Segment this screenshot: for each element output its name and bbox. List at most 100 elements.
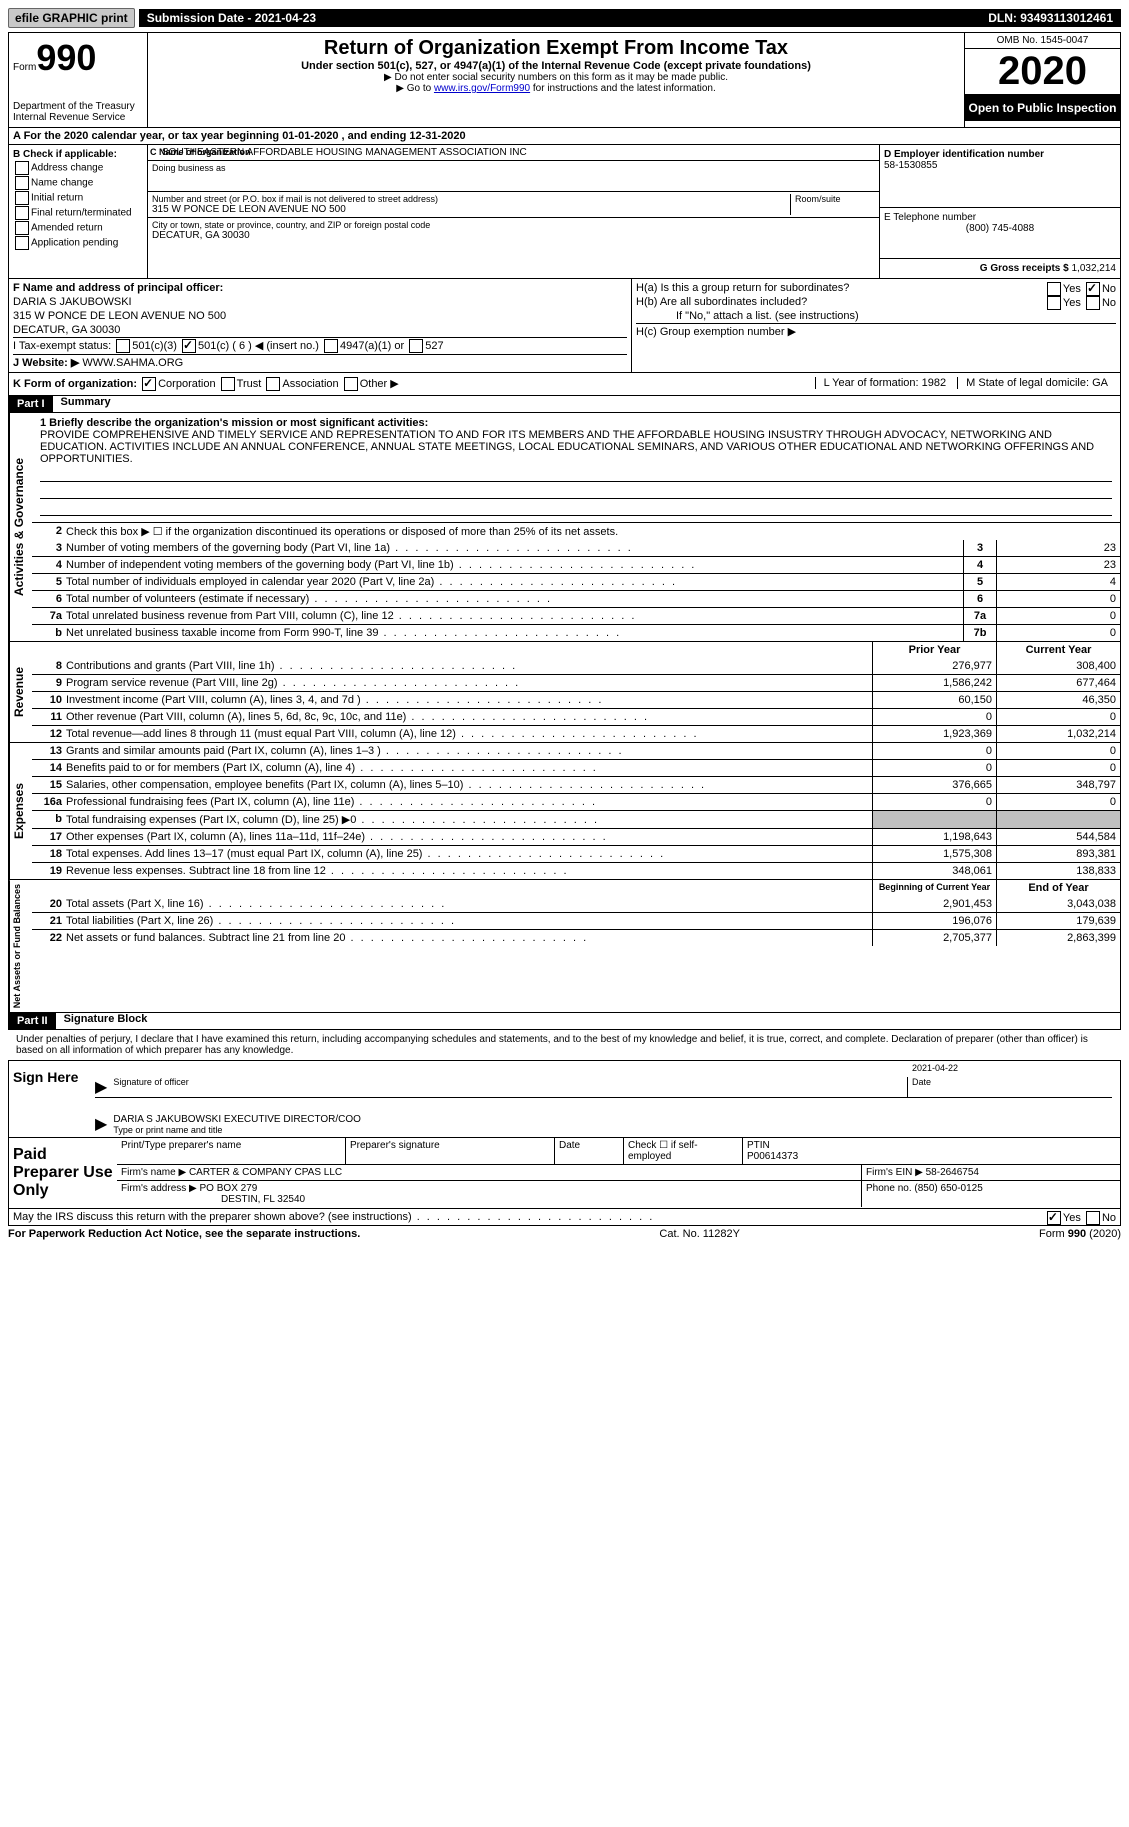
gov-row: 6Total number of volunteers (estimate if… [32, 590, 1120, 607]
year-formation: L Year of formation: 1982 [815, 377, 955, 389]
vert-expenses: Expenses [9, 743, 32, 879]
data-row: 12Total revenue—add lines 8 through 11 (… [32, 725, 1120, 742]
chk-501c3[interactable] [116, 339, 130, 353]
data-row: 18Total expenses. Add lines 13–17 (must … [32, 845, 1120, 862]
sign-here-row: Sign Here ▶ Signature of officer 2021-04… [8, 1060, 1121, 1138]
officer-name: DARIA S JAKUBOWSKI [13, 295, 627, 309]
discuss-row: May the IRS discuss this return with the… [8, 1209, 1121, 1226]
vert-revenue: Revenue [9, 642, 32, 742]
vert-governance: Activities & Governance [9, 413, 32, 641]
data-row: 20Total assets (Part X, line 16)2,901,45… [32, 896, 1120, 912]
chk-name: Name change [13, 176, 143, 190]
col-c-name-addr: C Name of organization SOUTHEASTERN AFFO… [148, 145, 879, 278]
firm-addr1: PO BOX 279 [200, 1183, 258, 1194]
chk-initial: Initial return [13, 191, 143, 205]
officer-printed: DARIA S JAKUBOWSKI EXECUTIVE DIRECTOR/CO… [113, 1114, 1112, 1125]
data-row: 15Salaries, other compensation, employee… [32, 776, 1120, 793]
form-subtitle: Under section 501(c), 527, or 4947(a)(1)… [152, 60, 960, 72]
discuss-no[interactable] [1086, 1211, 1100, 1225]
form-990-footer: Form 990 (2020) [1039, 1228, 1121, 1240]
org-info-block: B Check if applicable: Address change Na… [8, 145, 1121, 279]
h-b: H(b) Are all subordinates included? Yes … [636, 295, 1116, 309]
chk-assoc[interactable] [266, 377, 280, 391]
firm-name: CARTER & COMPANY CPAS LLC [189, 1167, 342, 1178]
officer-addr: 315 W PONCE DE LEON AVENUE NO 500 [13, 309, 627, 323]
gov-row: bNet unrelated business taxable income f… [32, 624, 1120, 641]
tax-year: 2020 [965, 49, 1120, 95]
signature-intro: Under penalties of perjury, I declare th… [8, 1030, 1121, 1060]
row-k: K Form of organization: Corporation Trus… [8, 373, 1121, 396]
form-number: 990 [36, 37, 96, 79]
submission-date: Submission Date - 2021-04-23 [147, 11, 316, 25]
data-row: 22Net assets or fund balances. Subtract … [32, 929, 1120, 946]
city-state-zip: DECATUR, GA 30030 [152, 230, 875, 241]
sig-date: 2021-04-22 [912, 1063, 958, 1073]
firm-phone: (850) 650-0125 [914, 1183, 982, 1194]
footer: For Paperwork Reduction Act Notice, see … [8, 1226, 1121, 1242]
part-2-header: Part II Signature Block [8, 1013, 1121, 1030]
ptin: P00614373 [747, 1151, 1116, 1162]
section-expenses: Expenses 13Grants and similar amounts pa… [8, 743, 1121, 880]
chk-527[interactable] [409, 339, 423, 353]
chk-pending: Application pending [13, 236, 143, 250]
form-header: Form 990 Department of the Treasury Inte… [8, 32, 1121, 128]
gov-row: 7aTotal unrelated business revenue from … [32, 607, 1120, 624]
discuss-yes[interactable] [1047, 1211, 1061, 1225]
form-title: Return of Organization Exempt From Incom… [152, 37, 960, 60]
section-governance: Activities & Governance 1 Briefly descri… [8, 413, 1121, 642]
section-net-assets: Net Assets or Fund Balances Beginning of… [8, 880, 1121, 1013]
col-b-checkboxes: B Check if applicable: Address change Na… [9, 145, 148, 278]
data-row: 10Investment income (Part VIII, column (… [32, 691, 1120, 708]
gross-receipts: 1,032,214 [1072, 263, 1117, 274]
submission-bar: Submission Date - 2021-04-23 DLN: 934931… [139, 9, 1121, 27]
chk-other[interactable] [344, 377, 358, 391]
chk-corp[interactable] [142, 377, 156, 391]
header-right: OMB No. 1545-0047 2020 Open to Public In… [964, 33, 1120, 127]
header-center: Return of Organization Exempt From Incom… [148, 33, 964, 127]
chk-amended: Amended return [13, 221, 143, 235]
website: WWW.SAHMA.ORG [82, 357, 183, 369]
section-revenue: Revenue Prior Year Current Year 8Contrib… [8, 642, 1121, 743]
officer-city: DECATUR, GA 30030 [13, 323, 627, 338]
chk-501c[interactable] [182, 339, 196, 353]
firm-ein: 58-2646754 [926, 1167, 979, 1178]
row-a-tax-year: A For the 2020 calendar year, or tax yea… [8, 128, 1121, 145]
chk-final: Final return/terminated [13, 206, 143, 220]
part-1-header: Part I Summary [8, 396, 1121, 413]
data-row: 13Grants and similar amounts paid (Part … [32, 743, 1120, 759]
efile-print-button[interactable]: efile GRAPHIC print [8, 8, 135, 28]
gov-row: 4Number of independent voting members of… [32, 556, 1120, 573]
data-row: 14Benefits paid to or for members (Part … [32, 759, 1120, 776]
org-name: SOUTHEASTERN AFFORDABLE HOUSING MANAGEME… [162, 147, 875, 158]
note-ssn: ▶ Do not enter social security numbers o… [152, 72, 960, 83]
dln: DLN: 93493113012461 [988, 11, 1113, 25]
data-row: 19Revenue less expenses. Subtract line 1… [32, 862, 1120, 879]
chk-4947[interactable] [324, 339, 338, 353]
data-row: 16aProfessional fundraising fees (Part I… [32, 793, 1120, 810]
data-row: 9Program service revenue (Part VIII, lin… [32, 674, 1120, 691]
h-c: H(c) Group exemption number ▶ [636, 324, 1116, 339]
b-label: B Check if applicable: [13, 149, 143, 160]
state-domicile: M State of legal domicile: GA [957, 377, 1116, 389]
gov-row: 5Total number of individuals employed in… [32, 573, 1120, 590]
gov-row: 3Number of voting members of the governi… [32, 540, 1120, 556]
irs: Internal Revenue Service [13, 112, 143, 123]
data-row: 21Total liabilities (Part X, line 26)196… [32, 912, 1120, 929]
data-row: bTotal fundraising expenses (Part IX, co… [32, 810, 1120, 828]
h-a: H(a) Is this a group return for subordin… [636, 281, 1116, 295]
firm-addr2: DESTIN, FL 32540 [121, 1194, 857, 1205]
phone: (800) 745-4088 [884, 223, 1116, 234]
data-row: 17Other expenses (Part IX, column (A), l… [32, 828, 1120, 845]
data-row: 8Contributions and grants (Part VIII, li… [32, 658, 1120, 674]
paid-preparer-block: Paid Preparer Use Only Print/Type prepar… [8, 1138, 1121, 1209]
irs-link[interactable]: www.irs.gov/Form990 [434, 83, 530, 94]
department: Department of the Treasury [13, 101, 143, 112]
data-row: 11Other revenue (Part VIII, column (A), … [32, 708, 1120, 725]
chk-address: Address change [13, 161, 143, 175]
ein: 58-1530855 [884, 160, 1116, 171]
row-f-h: F Name and address of principal officer:… [8, 279, 1121, 373]
omb-number: OMB No. 1545-0047 [965, 33, 1120, 49]
header-left: Form 990 Department of the Treasury Inte… [9, 33, 148, 127]
note-link: ▶ Go to www.irs.gov/Form990 for instruct… [152, 83, 960, 94]
chk-trust[interactable] [221, 377, 235, 391]
